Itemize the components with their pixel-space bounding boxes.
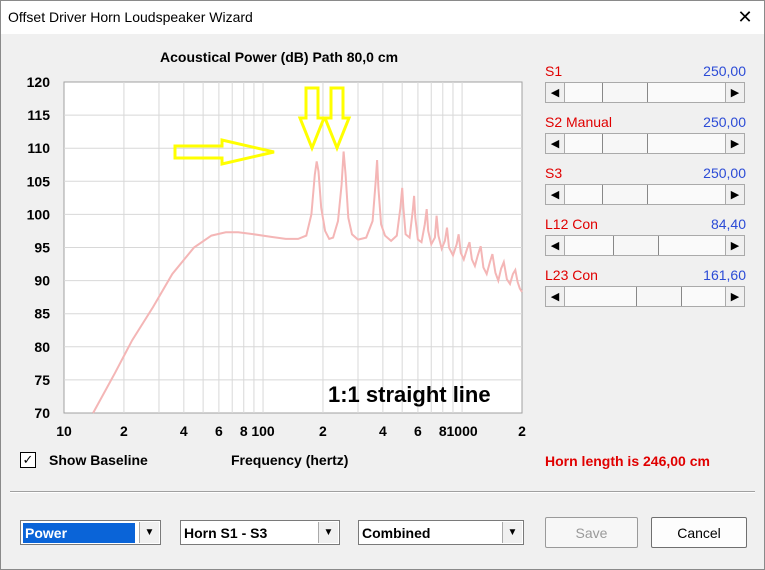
y-tick-label: 80 xyxy=(34,339,50,355)
x-tick-label: 100 xyxy=(251,423,275,439)
slider-label: L12 Con xyxy=(545,216,598,232)
slider-thumb[interactable] xyxy=(612,236,659,255)
scroll-left-arrow-icon[interactable]: ◀ xyxy=(546,185,565,204)
slider-scrollbar[interactable]: ◀ ▶ xyxy=(545,82,745,103)
power-series-line xyxy=(92,151,523,414)
x-tick-label: 4 xyxy=(180,423,188,439)
x-tick-label: 2 xyxy=(518,423,526,439)
down-arrow-icon xyxy=(297,86,327,153)
close-button[interactable]: ✕ xyxy=(737,6,753,27)
y-tick-label: 105 xyxy=(27,173,51,189)
x-axis-label: Frequency (hertz) xyxy=(231,452,349,468)
x-tick-label: 8 xyxy=(439,423,447,439)
y-tick-label: 120 xyxy=(27,74,51,90)
x-axis-tick-labels: 10 2 4 6 8 100 2 4 6 8 1000 2 xyxy=(56,423,526,439)
slider-scrollbar[interactable]: ◀ ▶ xyxy=(545,133,745,154)
plot-type-value: Power xyxy=(23,523,135,543)
slider-scrollbar[interactable]: ◀ ▶ xyxy=(545,286,745,307)
scroll-right-arrow-icon[interactable]: ▶ xyxy=(725,185,744,204)
x-tick-label: 6 xyxy=(414,423,422,439)
title-bar xyxy=(0,0,765,34)
y-tick-label: 110 xyxy=(27,140,50,156)
slider-label: S1 xyxy=(545,63,563,79)
y-tick-label: 95 xyxy=(34,240,50,256)
y-tick-label: 115 xyxy=(27,107,50,123)
scroll-right-arrow-icon[interactable]: ▶ xyxy=(725,134,744,153)
y-tick-label: 100 xyxy=(27,206,51,222)
horn-section-value: Horn S1 - S3 xyxy=(184,525,268,541)
chevron-down-icon[interactable]: ▼ xyxy=(318,522,338,543)
right-arrow-icon xyxy=(173,138,275,166)
scroll-left-arrow-icon[interactable]: ◀ xyxy=(546,236,565,255)
separator xyxy=(10,491,755,493)
scroll-right-arrow-icon[interactable]: ▶ xyxy=(725,287,744,306)
down-arrow-icon xyxy=(322,86,352,153)
slider-thumb[interactable] xyxy=(635,287,682,306)
x-tick-label: 10 xyxy=(56,423,72,439)
horn-length-text: Horn length is 246,00 cm xyxy=(545,453,710,469)
chevron-down-icon[interactable]: ▼ xyxy=(502,522,522,543)
slider-thumb[interactable] xyxy=(602,83,649,102)
annotation-arrows xyxy=(173,86,352,166)
chevron-down-icon[interactable]: ▼ xyxy=(139,522,159,543)
horn-section-select[interactable]: Horn S1 - S3 ▼ xyxy=(180,520,340,545)
slider-scrollbar[interactable]: ◀ ▶ xyxy=(545,184,745,205)
y-tick-label: 75 xyxy=(34,372,50,388)
slider-value: 250,00 xyxy=(703,114,746,130)
x-tick-label: 2 xyxy=(319,423,327,439)
show-baseline-label: Show Baseline xyxy=(49,452,148,468)
scroll-left-arrow-icon[interactable]: ◀ xyxy=(546,287,565,306)
window-title: Offset Driver Horn Loudspeaker Wizard xyxy=(8,9,253,25)
slider-thumb[interactable] xyxy=(602,185,649,204)
slider-value: 84,40 xyxy=(710,216,746,232)
slider-scrollbar[interactable]: ◀ ▶ xyxy=(545,235,745,256)
scroll-left-arrow-icon[interactable]: ◀ xyxy=(546,83,565,102)
chart-title: Acoustical Power (dB) Path 80,0 cm xyxy=(160,49,399,65)
show-baseline-checkbox[interactable]: ✓ xyxy=(20,452,36,468)
slider-thumb[interactable] xyxy=(602,134,649,153)
scroll-left-arrow-icon[interactable]: ◀ xyxy=(546,134,565,153)
slider-value: 161,60 xyxy=(703,267,746,283)
x-tick-label: 4 xyxy=(379,423,387,439)
scroll-right-arrow-icon[interactable]: ▶ xyxy=(725,236,744,255)
cancel-button[interactable]: Cancel xyxy=(651,517,747,548)
display-mode-select[interactable]: Combined ▼ xyxy=(358,520,524,545)
x-tick-label: 2 xyxy=(120,423,128,439)
y-tick-label: 85 xyxy=(34,306,50,322)
save-button[interactable]: Save xyxy=(545,517,638,548)
x-tick-label: 1000 xyxy=(447,423,478,439)
y-tick-label: 70 xyxy=(34,405,50,421)
x-tick-label: 6 xyxy=(215,423,223,439)
scroll-right-arrow-icon[interactable]: ▶ xyxy=(725,83,744,102)
y-axis-tick-labels: 120 115 110 105 100 95 90 85 80 75 70 xyxy=(27,74,51,421)
plot-type-select[interactable]: Power ▼ xyxy=(20,520,161,545)
slider-value: 250,00 xyxy=(703,165,746,181)
x-tick-label: 8 xyxy=(240,423,248,439)
y-tick-label: 90 xyxy=(34,273,50,289)
display-mode-value: Combined xyxy=(362,525,431,541)
chart-annotation: 1:1 straight line xyxy=(328,382,491,407)
slider-label: S3 xyxy=(545,165,563,181)
slider-value: 250,00 xyxy=(703,63,746,79)
slider-label: L23 Con xyxy=(545,267,598,283)
slider-label: S2 Manual xyxy=(545,114,612,130)
